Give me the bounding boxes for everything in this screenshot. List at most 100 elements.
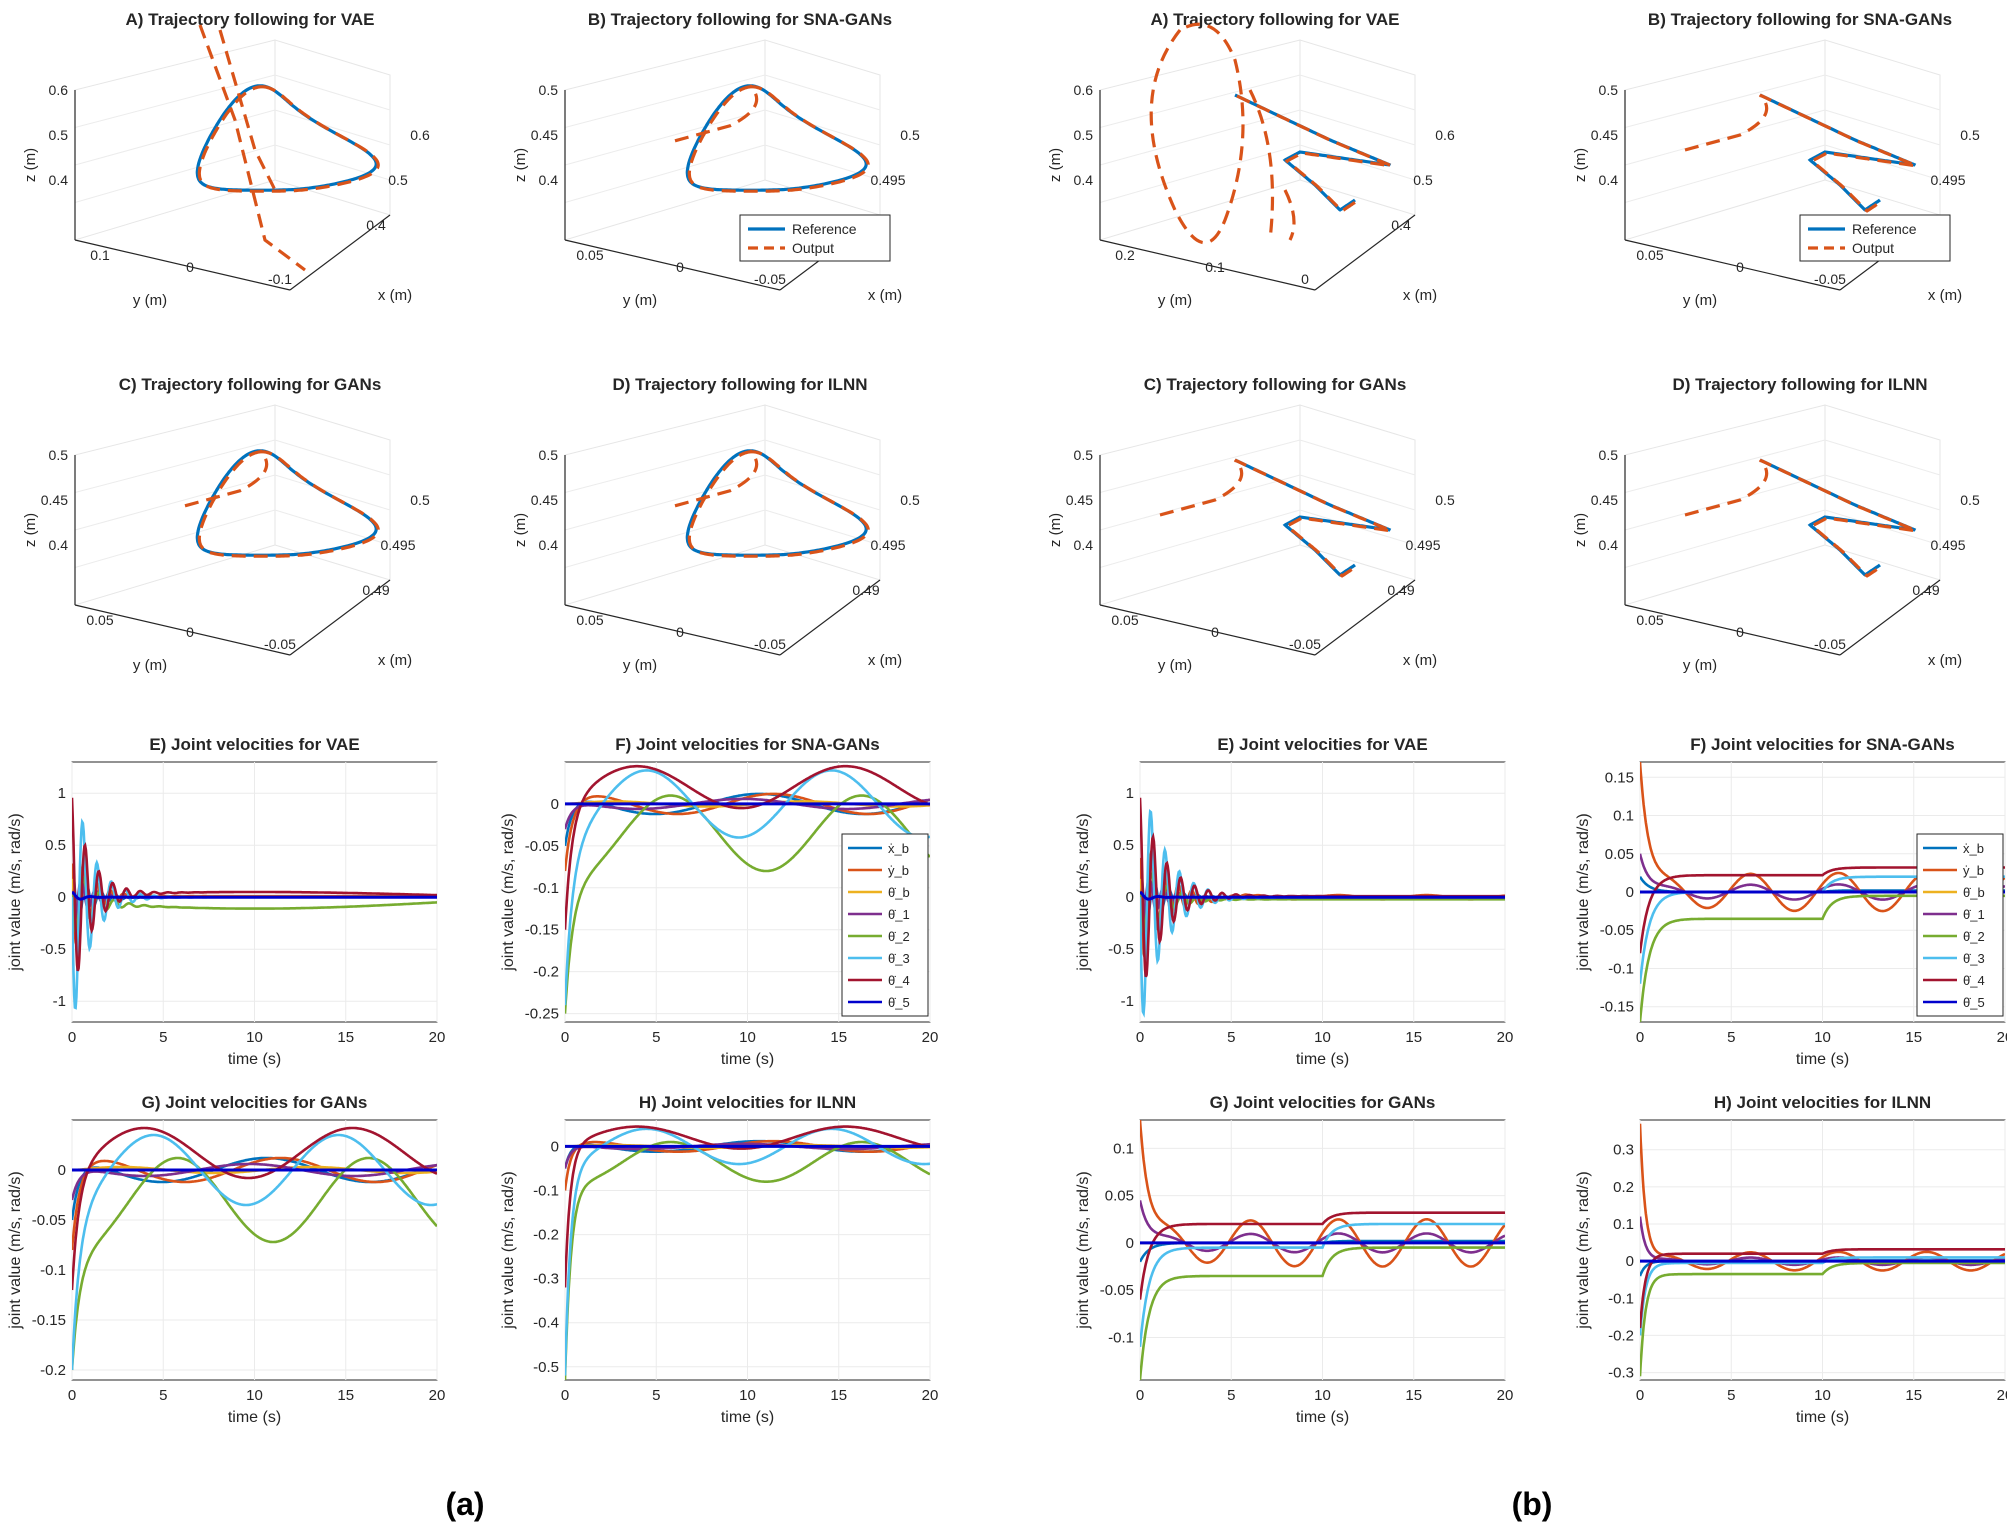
x-tick-label: 0.6 — [410, 127, 430, 143]
x-axis-label: time (s) — [228, 1051, 281, 1068]
grid-line — [564, 144, 766, 203]
x-tick-label: 5 — [159, 1387, 167, 1404]
series-line-5 — [565, 769, 930, 1006]
legend-label-7: θ̇_5 — [1963, 995, 1985, 1010]
y-tick-label: -0.05 — [525, 838, 559, 855]
grid-line — [274, 144, 391, 181]
x-tick-label: 20 — [1497, 1029, 1514, 1046]
grid-line — [1299, 109, 1416, 146]
y-axis-line — [74, 604, 291, 656]
grid-line — [1099, 109, 1301, 166]
y-tick-label: 0.2 — [1115, 247, 1135, 263]
series-line-3 — [565, 797, 930, 830]
legend-label-1: ẏ_b — [888, 863, 909, 878]
chart-panel-a-B: B) Trajectory following for SNA-GANs 0.5 0… — [512, 10, 920, 309]
y-tick-label: -0.2 — [533, 1227, 559, 1244]
grid-spacer — [1675, 40, 1825, 225]
grid-line — [564, 509, 766, 568]
z-tick-label: 0.45 — [1591, 127, 1618, 143]
x-tick-label: 20 — [1997, 1029, 2007, 1046]
x-tick-label: 15 — [830, 1029, 847, 1046]
grid-line — [564, 474, 766, 531]
series-line-4 — [565, 794, 930, 1014]
y-tick-label: 0 — [1626, 1253, 1634, 1270]
x-axis-line — [1839, 579, 1941, 656]
grid-line — [1824, 439, 1941, 476]
y-tick-label: 0.5 — [45, 837, 66, 854]
grid-line — [1099, 474, 1301, 531]
z-tick-label: 0.45 — [531, 127, 558, 143]
y-axis-label: joint value (m/s, rad/s) — [7, 813, 24, 971]
series-line-6 — [72, 1126, 437, 1291]
legend-label-2: θ̇_b — [888, 885, 910, 900]
legend-label-5: θ̇_3 — [888, 951, 910, 966]
chart-panel-b-F: F) Joint velocities for SNA-GANs 0 5 10 15 20… — [1575, 735, 2007, 1068]
series-line-3 — [1140, 1200, 1505, 1254]
legend: ẋ_b ẏ_b θ̇_b θ̇_1 θ̇_2 θ̇_3 θ̇_4 θ̇_5 — [841, 833, 929, 1017]
legend-reference-label: Reference — [1852, 221, 1917, 237]
series-group — [565, 1125, 930, 1380]
series-line-6 — [565, 764, 930, 930]
chart-panel-a-D: D) Trajectory following for ILNN 0.5 0.45 0… — [512, 375, 920, 674]
z-axis-label: z (m) — [1572, 148, 1589, 182]
y-tick-label: -0.15 — [32, 1312, 66, 1329]
grid-line — [764, 74, 881, 111]
y-tick-label: -0.05 — [1600, 922, 1634, 939]
y-axis-line — [1099, 604, 1316, 656]
chart-panel-a-H: H) Joint velocities for ILNN 0 5 10 15 20 -0.5… — [500, 1093, 938, 1426]
grid-line — [764, 439, 881, 476]
y-axis-line — [1099, 239, 1316, 291]
x-tick-label: 0 — [1636, 1029, 1644, 1046]
x-axis-label: x (m) — [1403, 287, 1437, 304]
z-tick-label: 0.5 — [49, 127, 69, 143]
chart-panel-b-H: H) Joint velocities for ILNN 0 5 10 15 20 -0.3… — [1575, 1093, 2007, 1426]
z-tick-label: 0.5 — [49, 447, 69, 463]
x-tick-label: 10 — [1314, 1387, 1331, 1404]
y-axis-line — [1624, 604, 1841, 656]
y-tick-label: -0.05 — [32, 1212, 66, 1229]
y-axis-label: y (m) — [623, 292, 657, 309]
x-tick-label: 15 — [830, 1387, 847, 1404]
y-tick-label: 0.1 — [1205, 259, 1225, 275]
x-tick-label: 10 — [246, 1387, 263, 1404]
legend-label-0: ẋ_b — [888, 841, 909, 856]
x-tick-label: 0 — [68, 1029, 76, 1046]
series-line-3 — [565, 1142, 930, 1169]
chart-panel-a-A: A) Trajectory following for VAE 0.6 0.5 0.4… — [22, 10, 430, 309]
x-axis-label: x (m) — [1928, 287, 1962, 304]
x-tick-label: 0.5 — [900, 127, 920, 143]
series-line-6 — [1640, 1248, 2005, 1329]
y-axis-label: y (m) — [1158, 657, 1192, 674]
series-line-4 — [1640, 1261, 2005, 1377]
grid-line — [1824, 474, 1941, 511]
series-line-5 — [565, 1127, 930, 1376]
x-tick-label: 20 — [429, 1029, 446, 1046]
y-tick-label: 0 — [186, 624, 194, 640]
x-tick-label: 0.495 — [870, 172, 905, 188]
x-axis-label: x (m) — [1403, 652, 1437, 669]
output-trajectory — [1159, 458, 1394, 578]
x-axis-label: time (s) — [1296, 1409, 1349, 1426]
y-tick-label: -0.5 — [533, 1359, 559, 1376]
legend: Reference Output — [739, 214, 891, 262]
series-group — [1640, 1123, 2005, 1377]
legend-label-5: θ̇_3 — [1963, 951, 1985, 966]
grid-line — [564, 74, 766, 128]
y-axis-label: y (m) — [1683, 292, 1717, 309]
grid-spacer — [1250, 405, 1300, 560]
y-tick-label: 0 — [1736, 624, 1744, 640]
y-tick-label: 0 — [58, 889, 66, 906]
chart-title: A) Trajectory following for VAE — [125, 10, 374, 29]
y-axis-label: joint value (m/s, rad/s) — [500, 1171, 517, 1329]
chart-title: G) Joint velocities for GANs — [142, 1093, 368, 1112]
x-tick-label: 10 — [246, 1029, 263, 1046]
x-axis-label: time (s) — [721, 1051, 774, 1068]
y-axis-label: joint value (m/s, rad/s) — [500, 813, 517, 971]
grid-line — [1624, 144, 1826, 203]
grid-line — [564, 109, 766, 166]
chart-panel-a-C: C) Trajectory following for GANs 0.5 0.45 0… — [22, 375, 430, 674]
grid-line — [764, 109, 881, 146]
y-tick-label: 0.2 — [1613, 1179, 1634, 1196]
chart-panel-a-F: F) Joint velocities for SNA-GANs 0 5 10 15 20… — [500, 735, 938, 1068]
